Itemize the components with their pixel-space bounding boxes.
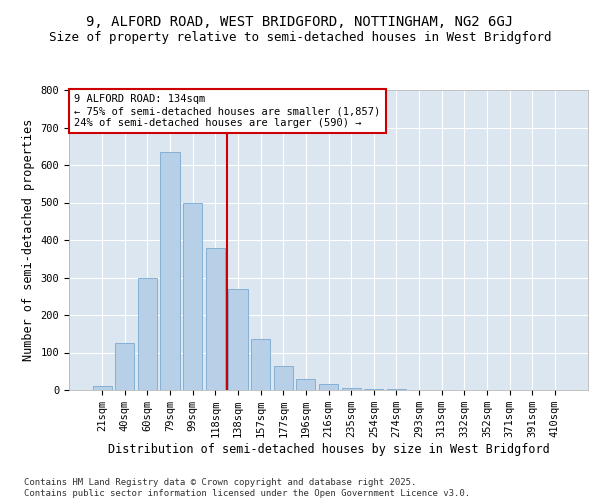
Bar: [92, 386, 112, 390]
Text: 9 ALFORD ROAD: 134sqm
← 75% of semi-detached houses are smaller (1,857)
24% of s: 9 ALFORD ROAD: 134sqm ← 75% of semi-deta…: [74, 94, 380, 128]
Bar: [115, 343, 134, 390]
Bar: [160, 152, 180, 390]
Bar: [183, 202, 202, 390]
Text: Contains HM Land Registry data © Crown copyright and database right 2025.
Contai: Contains HM Land Registry data © Crown c…: [24, 478, 470, 498]
Bar: [296, 379, 316, 390]
Bar: [274, 366, 293, 390]
Bar: [229, 289, 248, 390]
Y-axis label: Number of semi-detached properties: Number of semi-detached properties: [22, 119, 35, 361]
Bar: [138, 278, 157, 390]
Text: 9, ALFORD ROAD, WEST BRIDGFORD, NOTTINGHAM, NG2 6GJ: 9, ALFORD ROAD, WEST BRIDGFORD, NOTTINGH…: [86, 16, 514, 30]
X-axis label: Distribution of semi-detached houses by size in West Bridgford: Distribution of semi-detached houses by …: [107, 443, 550, 456]
Bar: [206, 248, 225, 390]
Bar: [387, 389, 406, 390]
Bar: [341, 388, 361, 390]
Bar: [319, 384, 338, 390]
Bar: [251, 340, 270, 390]
Text: Size of property relative to semi-detached houses in West Bridgford: Size of property relative to semi-detach…: [49, 31, 551, 44]
Bar: [364, 389, 383, 390]
